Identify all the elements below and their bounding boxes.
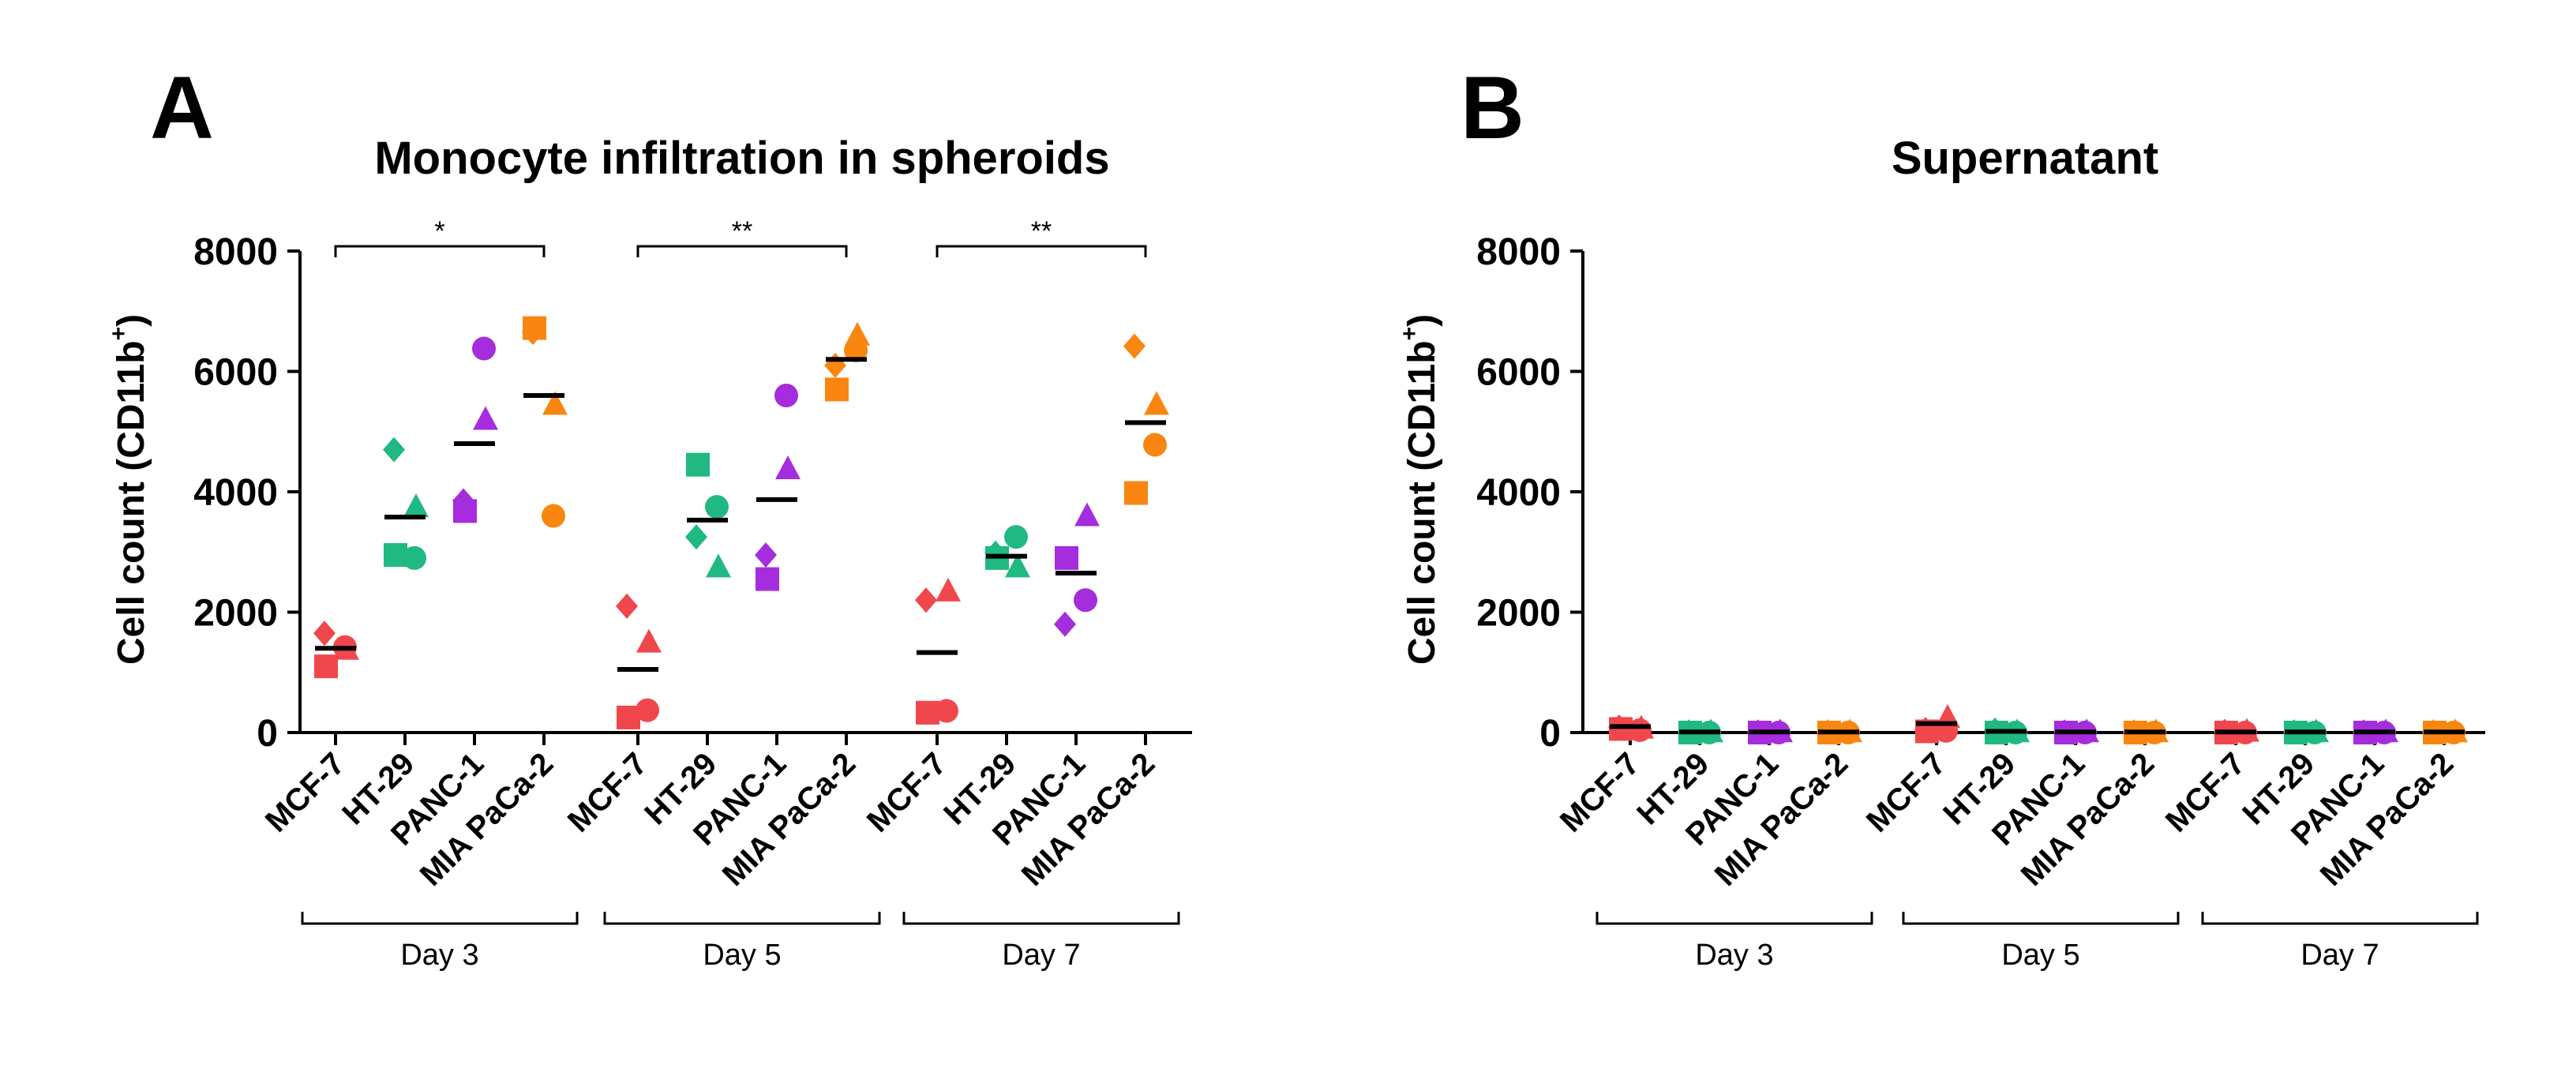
panel-a-y-tick-label: 8000 xyxy=(193,231,278,273)
panel-a-data-point xyxy=(636,628,662,653)
panel-a-data-point xyxy=(686,452,710,477)
panel-a-data-point xyxy=(824,352,846,378)
panel-a-data-point xyxy=(756,567,779,591)
panel-a-data-point xyxy=(453,499,477,523)
panel-b-title: Supernatant xyxy=(1892,133,2158,184)
panel-a-data-point xyxy=(705,495,729,519)
panel-b-y-tick-label: 4000 xyxy=(1476,472,1561,514)
panel-a-data-point xyxy=(542,504,565,528)
panel-b-y-axis-label: Cell count (CD11b+) xyxy=(1397,314,1443,665)
panel-a-data-point xyxy=(617,705,640,729)
panel-a-y-tick-label: 0 xyxy=(257,713,278,755)
panel-a-significance-bracket xyxy=(334,245,546,257)
panel-a-significance-label: * xyxy=(434,216,444,246)
panel-a-data-point xyxy=(844,338,868,362)
panel-a-data-point xyxy=(755,542,777,568)
panel-a-data-point xyxy=(473,406,498,430)
panel-b-y-tick-label: 2000 xyxy=(1476,593,1561,635)
panel-a-y-tick-label: 6000 xyxy=(193,352,278,394)
panel-b-data-point xyxy=(1628,718,1652,742)
panel-a-day-label: Day 5 xyxy=(703,939,781,972)
panel-a-data-point xyxy=(472,336,496,361)
panel-b-y-tick-label: 0 xyxy=(1539,713,1561,755)
panel-a-y-axis-label: Cell count (CD11b+) xyxy=(106,314,152,665)
panel-a-data-point xyxy=(314,654,338,679)
panel-b-day-bracket xyxy=(1595,912,1873,925)
panel-a-data-point xyxy=(825,377,849,402)
panel-a-data-point xyxy=(706,553,731,578)
panel-a-data-point xyxy=(1143,433,1167,457)
panel-a-data-point xyxy=(384,543,407,568)
panel-b-day-label: Day 3 xyxy=(1695,939,1773,972)
panel-b-letter: B xyxy=(1460,58,1524,157)
panel-a-y-tick-label: 4000 xyxy=(193,472,278,514)
panel-a-day-bracket xyxy=(603,912,881,925)
panel-a-y-tick-label: 2000 xyxy=(193,593,278,635)
panel-a-data-point xyxy=(636,698,659,722)
panel-a-data-point xyxy=(916,700,939,725)
panel-b-day-label: Day 5 xyxy=(2001,939,2079,972)
panel-b-y-tick-label: 8000 xyxy=(1476,231,1561,273)
panel-a-data-point xyxy=(1055,545,1078,570)
panel-a-data-point xyxy=(403,493,429,518)
panel-a-significance-label: ** xyxy=(732,216,752,246)
panel-a-day-label: Day 3 xyxy=(400,939,478,972)
panel-a-data-point xyxy=(1144,391,1169,415)
panel-b-category-label: MCF-7 xyxy=(1860,746,1953,839)
panel-a-day-bracket xyxy=(301,912,579,925)
panel-b-category-label: MCF-7 xyxy=(1554,746,1647,839)
panel-b-day-bracket xyxy=(2201,912,2479,925)
panel-a-data-point xyxy=(935,699,958,723)
panel-a-significance-bracket xyxy=(936,245,1147,257)
panel-a-data-point xyxy=(1124,481,1148,505)
panel-a-significance-label: ** xyxy=(1031,216,1052,246)
panel-a-data-point xyxy=(313,620,336,647)
panel-a-data-point xyxy=(1123,333,1146,359)
panel-a-data-point xyxy=(542,391,568,415)
panel-a-letter: A xyxy=(150,58,214,157)
panel-a-data-point xyxy=(1074,502,1100,527)
panel-a-data-point xyxy=(774,384,798,407)
panel-a-category-label: MCF-7 xyxy=(259,746,352,839)
panel-b-y-tick-label: 6000 xyxy=(1476,352,1561,394)
panel-b-day-label: Day 7 xyxy=(2300,939,2379,972)
panel-a-category-label: MCF-7 xyxy=(861,746,954,839)
panel-a-category-label: MCF-7 xyxy=(561,746,654,839)
panel-a-data-point xyxy=(1074,588,1097,613)
panel-a-data-point xyxy=(403,545,426,570)
panel-a-data-point xyxy=(915,587,937,613)
panel-a-data-point xyxy=(936,577,961,602)
panel-a-data-point xyxy=(383,437,405,463)
panel-a-data-point xyxy=(1005,553,1030,578)
panel-a-data-point xyxy=(775,455,801,480)
panel-a-significance-bracket xyxy=(636,245,848,257)
panel-a-data-point xyxy=(616,593,638,619)
panel-b-day-bracket xyxy=(1902,912,2180,925)
panel-a-data-point xyxy=(522,319,544,345)
panel-a-data-point xyxy=(685,524,707,550)
panel-b-category-label: MCF-7 xyxy=(2159,746,2252,839)
panel-a-day-label: Day 7 xyxy=(1002,939,1080,972)
panel-a-day-bracket xyxy=(902,912,1180,925)
panel-a-data-point xyxy=(1054,611,1076,637)
panel-a-title: Monocyte infiltration in spheroids xyxy=(374,133,1109,184)
panel-a-data-point xyxy=(1004,525,1028,549)
